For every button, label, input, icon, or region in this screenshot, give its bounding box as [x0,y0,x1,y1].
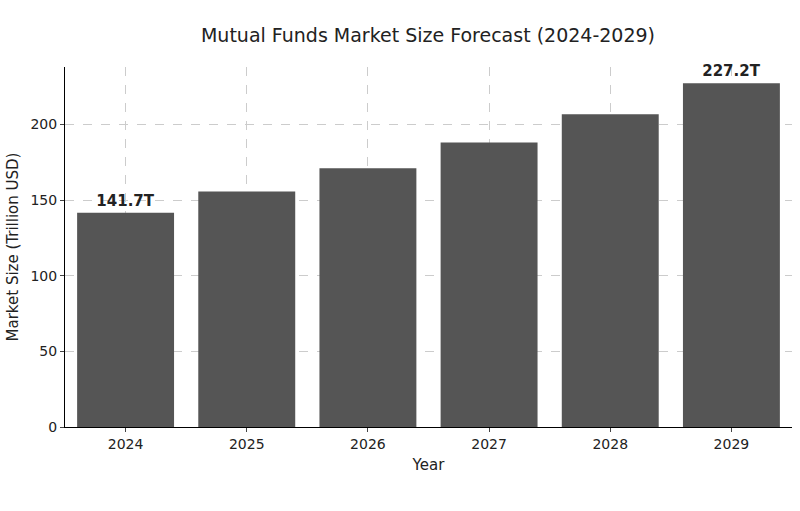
svg-text:2024: 2024 [108,436,144,452]
svg-text:2029: 2029 [714,436,750,452]
svg-text:0: 0 [48,419,57,435]
svg-text:100: 100 [30,268,57,284]
svg-text:227.2T: 227.2T [702,62,760,80]
svg-text:2025: 2025 [229,436,265,452]
svg-text:2026: 2026 [350,436,386,452]
svg-text:50: 50 [39,343,57,359]
svg-text:141.7T: 141.7T [96,192,154,210]
svg-text:Year: Year [412,456,446,474]
svg-text:200: 200 [30,116,57,132]
svg-text:2027: 2027 [471,436,507,452]
svg-text:150: 150 [30,192,57,208]
svg-text:Mutual Funds Market Size Forec: Mutual Funds Market Size Forecast (2024-… [201,24,655,46]
svg-text:2028: 2028 [592,436,628,452]
svg-text:Market Size (Trillion USD): Market Size (Trillion USD) [4,153,22,342]
